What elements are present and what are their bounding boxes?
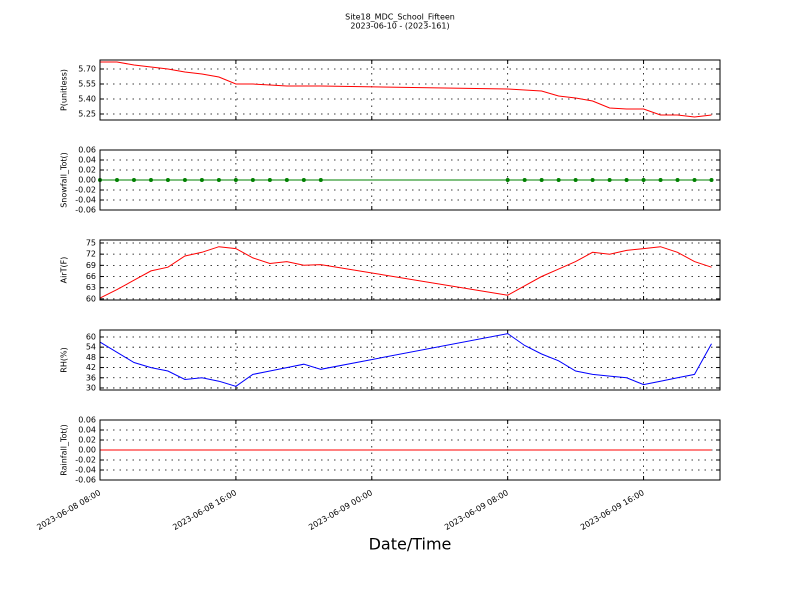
data-line bbox=[99, 246, 712, 299]
y-tick-label: -0.02 bbox=[75, 456, 96, 465]
y-tick-label: 0.02 bbox=[78, 166, 96, 175]
data-point bbox=[573, 178, 578, 182]
plot-frame bbox=[99, 419, 721, 481]
y-tick-label: 0.04 bbox=[78, 156, 96, 165]
x-tick-label: 2023-06-09 16:00 bbox=[579, 488, 646, 532]
y-tick-label: 54 bbox=[86, 343, 96, 352]
y-tick-label: 0.04 bbox=[78, 426, 96, 435]
y-tick-label: 60 bbox=[86, 294, 96, 303]
data-point bbox=[114, 178, 119, 182]
data-line bbox=[99, 333, 712, 387]
y-tick-label: 30 bbox=[86, 383, 96, 392]
y-tick-label: 5.55 bbox=[78, 80, 96, 89]
data-point bbox=[709, 178, 714, 182]
data-point bbox=[675, 178, 680, 182]
y-tick-label: 0.06 bbox=[78, 416, 96, 425]
y-tick-label: 5.25 bbox=[78, 110, 96, 119]
y-tick-label: 0.00 bbox=[78, 176, 96, 185]
y-tick-label: 66 bbox=[86, 272, 96, 281]
data-point bbox=[539, 178, 544, 182]
y-axis-label: RH(%) bbox=[60, 347, 69, 372]
data-point bbox=[131, 178, 136, 182]
y-axis-label: Snowfall_Tot() bbox=[60, 152, 69, 208]
data-point bbox=[284, 178, 289, 182]
data-point bbox=[505, 178, 510, 182]
y-tick-label: 36 bbox=[86, 373, 96, 382]
y-tick-label: 75 bbox=[86, 238, 96, 247]
y-tick-label: -0.06 bbox=[75, 206, 96, 215]
y-axis-label: P(unitless) bbox=[60, 69, 69, 111]
y-tick-label: -0.02 bbox=[75, 186, 96, 195]
y-tick-label: -0.04 bbox=[75, 466, 96, 475]
x-tick-label: 2023-06-08 08:00 bbox=[35, 488, 102, 532]
y-tick-label: 0.00 bbox=[78, 446, 96, 455]
plot-frame bbox=[99, 329, 721, 391]
plot-frame bbox=[99, 239, 721, 301]
data-point bbox=[692, 178, 697, 182]
y-tick-label: 5.70 bbox=[78, 65, 96, 74]
y-tick-label: 48 bbox=[86, 353, 96, 362]
data-point bbox=[590, 178, 595, 182]
y-tick-label: 0.06 bbox=[78, 146, 96, 155]
data-point bbox=[182, 178, 187, 182]
plot-frame bbox=[99, 59, 721, 121]
y-tick-label: 0.02 bbox=[78, 436, 96, 445]
x-tick-label: 2023-06-09 00:00 bbox=[307, 488, 374, 532]
data-point bbox=[199, 178, 204, 182]
x-tick-label: 2023-06-08 16:00 bbox=[171, 488, 238, 532]
data-point bbox=[607, 178, 612, 182]
data-line bbox=[100, 61, 712, 118]
y-tick-label: 72 bbox=[86, 250, 96, 259]
data-point bbox=[318, 178, 323, 182]
data-point bbox=[624, 178, 629, 182]
y-tick-label: 69 bbox=[86, 261, 96, 270]
data-point bbox=[148, 178, 153, 182]
data-point bbox=[301, 178, 306, 182]
data-point bbox=[165, 178, 170, 182]
y-axis-label: AirT(F) bbox=[60, 257, 69, 284]
chart-title: Site18_MDC_School_Fifteen bbox=[345, 13, 455, 22]
y-tick-label: 42 bbox=[86, 363, 96, 372]
y-tick-label: 63 bbox=[86, 283, 96, 292]
plot-frame bbox=[99, 149, 721, 211]
x-tick-label: 2023-06-09 08:00 bbox=[443, 488, 510, 532]
y-tick-label: 5.40 bbox=[78, 95, 96, 104]
y-tick-label: -0.06 bbox=[75, 476, 96, 485]
data-point bbox=[267, 178, 272, 182]
data-point bbox=[233, 178, 238, 182]
y-tick-label: 60 bbox=[86, 332, 96, 341]
data-point bbox=[522, 178, 527, 182]
data-point bbox=[216, 178, 221, 182]
chart-subtitle: 2023-06-10 - (2023-161) bbox=[350, 22, 449, 31]
y-tick-label: -0.04 bbox=[75, 196, 96, 205]
y-axis-label: Rainfall_Tot() bbox=[60, 424, 69, 476]
data-point bbox=[641, 178, 646, 182]
data-point bbox=[556, 178, 561, 182]
data-point bbox=[250, 178, 255, 182]
x-axis-label: Date/Time bbox=[369, 535, 452, 554]
data-point bbox=[658, 178, 663, 182]
